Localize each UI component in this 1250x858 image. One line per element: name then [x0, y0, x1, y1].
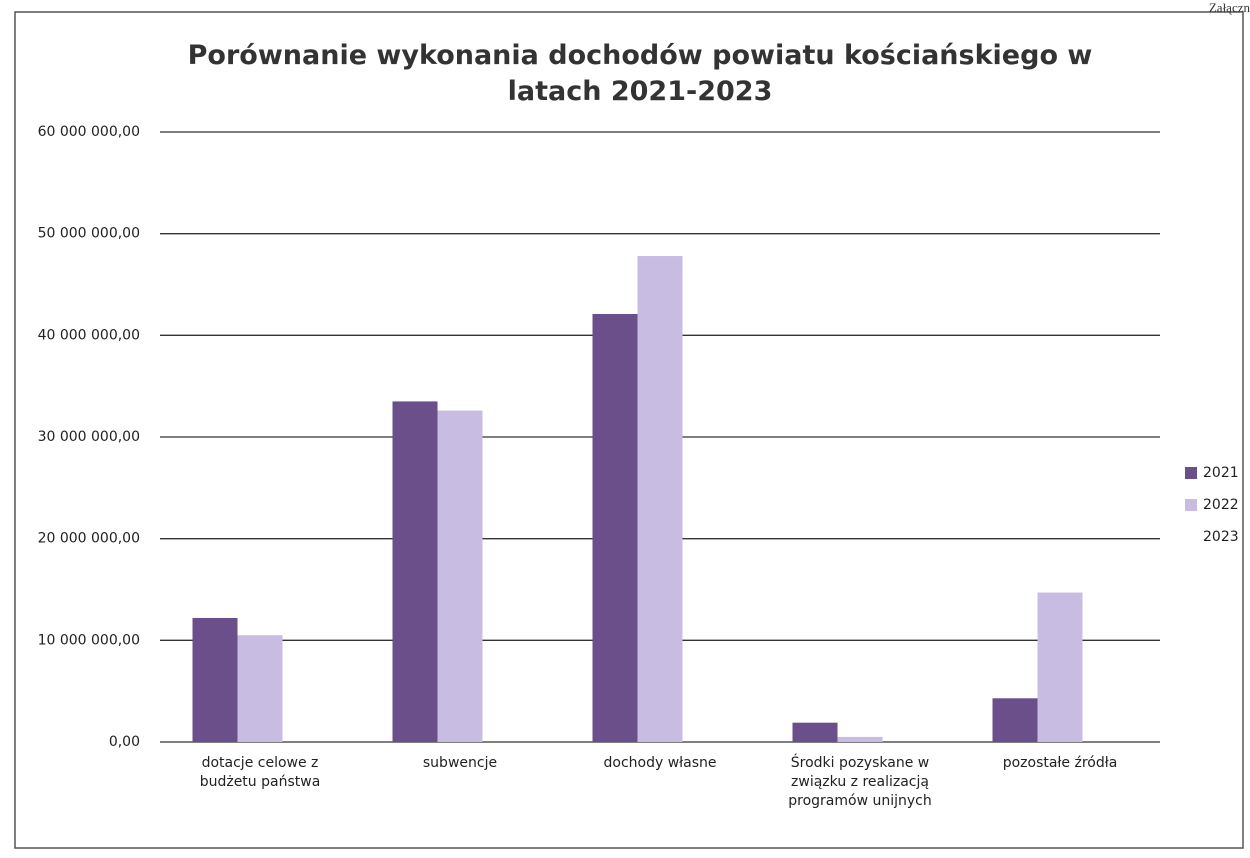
- x-tick-label: Środki pozyskane w związku z realizacją …: [788, 755, 932, 809]
- y-tick-label: 30 000 000,00: [38, 429, 140, 445]
- legend-swatch: [1185, 531, 1197, 543]
- bar: [392, 401, 438, 742]
- y-tick-label: 40 000 000,00: [38, 327, 140, 343]
- legend-swatch: [1185, 467, 1197, 479]
- y-tick-label: 60 000 000,00: [38, 124, 140, 140]
- y-tick-label: 0,00: [109, 734, 140, 750]
- bar: [992, 698, 1038, 742]
- x-tick-label: pozostałe źródła: [1002, 755, 1118, 771]
- bar: [237, 635, 283, 742]
- x-tick-label: dochody własne: [603, 755, 717, 771]
- bar: [837, 736, 883, 742]
- y-tick-label: 10 000 000,00: [38, 632, 140, 648]
- legend-label: 2022: [1203, 497, 1239, 513]
- legend-label: 2021: [1203, 465, 1239, 481]
- bar: [1037, 592, 1083, 742]
- bar: [792, 722, 838, 742]
- legend-label: 2023: [1203, 529, 1239, 545]
- bar: [637, 256, 683, 742]
- chart-frame: [14, 11, 1244, 849]
- x-tick-label: subwencje: [422, 755, 498, 771]
- x-tick-label: dotacje celowe z budżetu państwa: [199, 755, 321, 790]
- bar: [192, 617, 238, 742]
- legend-swatch: [1185, 499, 1197, 511]
- bar: [592, 313, 638, 742]
- chart-title: Porównanie wykonania dochodów powiatu ko…: [187, 40, 1093, 107]
- bar: [437, 410, 483, 742]
- y-tick-label: 50 000 000,00: [38, 226, 140, 242]
- y-tick-label: 20 000 000,00: [38, 531, 140, 547]
- header-note: Załączn: [1208, 0, 1250, 15]
